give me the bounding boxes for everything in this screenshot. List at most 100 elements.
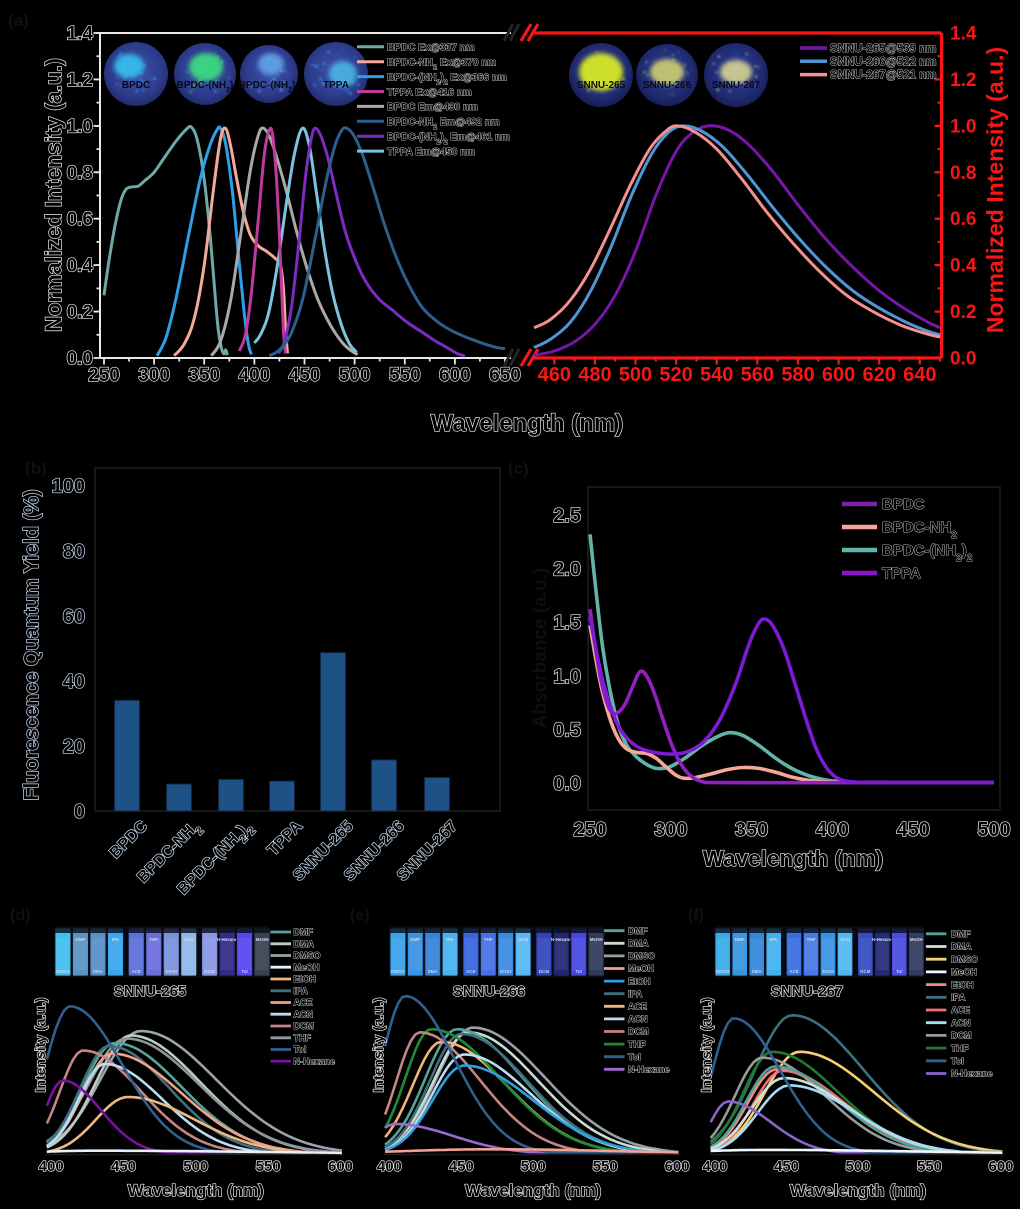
svg-text:0.8: 0.8 xyxy=(950,163,976,184)
svg-text:BPDC: BPDC xyxy=(122,80,150,91)
svg-text:Tol: Tol xyxy=(628,1052,641,1062)
svg-text:550: 550 xyxy=(389,365,421,386)
svg-text:SNNU-266: SNNU-266 xyxy=(643,80,692,91)
svg-text:BPDC Ex@337 nm: BPDC Ex@337 nm xyxy=(387,43,475,54)
svg-text:ACN: ACN xyxy=(628,1014,648,1024)
svg-text:Normalized Intensity (a.u.): Normalized Intensity (a.u.) xyxy=(41,58,66,332)
svg-text:450: 450 xyxy=(774,1158,799,1175)
svg-text:400: 400 xyxy=(816,819,849,841)
svg-text:450: 450 xyxy=(111,1158,136,1175)
svg-text:Tol: Tol xyxy=(241,969,247,974)
svg-text:IPA: IPA xyxy=(628,989,643,999)
svg-text:N-Hexane: N-Hexane xyxy=(294,1057,336,1067)
svg-text:TPPA: TPPA xyxy=(882,565,921,582)
svg-text:THF: THF xyxy=(628,1039,646,1049)
svg-text:BPDC-(NH2): BPDC-(NH2) xyxy=(177,80,234,94)
svg-text:ACE: ACE xyxy=(628,1002,647,1012)
svg-text:SNNU-267: SNNU-267 xyxy=(771,983,844,1000)
svg-text:300: 300 xyxy=(654,819,687,841)
svg-text:DMA: DMA xyxy=(628,939,649,949)
svg-text:Wavelength (nm): Wavelength (nm) xyxy=(128,1181,264,1200)
svg-text:DMF: DMF xyxy=(410,937,420,942)
svg-text:BPDC: BPDC xyxy=(882,496,925,513)
svg-text:BPDC-(NH2)2: BPDC-(NH2)2 xyxy=(882,542,973,564)
svg-text:ACE: ACE xyxy=(466,969,476,974)
svg-text:550: 550 xyxy=(917,1158,942,1175)
svg-text:SNNU-265@539 nm: SNNU-265@539 nm xyxy=(830,43,936,55)
svg-text:SNNU-267@521 nm: SNNU-267@521 nm xyxy=(830,70,936,82)
svg-text:ACN: ACN xyxy=(840,937,850,942)
svg-text:580: 580 xyxy=(781,364,814,386)
svg-text:500: 500 xyxy=(339,365,371,386)
svg-text:ACN: ACN xyxy=(951,1018,971,1028)
svg-text:550: 550 xyxy=(256,1158,281,1175)
svg-text:540: 540 xyxy=(700,364,733,386)
svg-text:BPDC-(NH2)2 Ex@366 nm: BPDC-(NH2)2 Ex@366 nm xyxy=(387,72,507,86)
svg-text:0.2: 0.2 xyxy=(67,302,93,323)
svg-text:EtOH: EtOH xyxy=(294,974,317,984)
svg-text:DCM: DCM xyxy=(204,969,214,974)
svg-text:MeOH: MeOH xyxy=(256,937,269,942)
svg-text:ACE: ACE xyxy=(132,969,142,974)
svg-text:0.0: 0.0 xyxy=(553,773,581,795)
svg-text:N-Hexane: N-Hexane xyxy=(628,1065,670,1075)
svg-text:EtOH: EtOH xyxy=(951,980,974,990)
svg-text:0.4: 0.4 xyxy=(67,256,94,277)
svg-text:0.0: 0.0 xyxy=(950,349,976,370)
svg-text:350: 350 xyxy=(735,819,768,841)
svg-text:1.2: 1.2 xyxy=(950,70,976,91)
svg-text:620: 620 xyxy=(863,364,896,386)
svg-text:1.4: 1.4 xyxy=(950,24,977,45)
svg-text:Intensity (a.u.): Intensity (a.u.) xyxy=(698,998,714,1093)
svg-text:Absorbance (a.u.): Absorbance (a.u.) xyxy=(530,568,551,728)
svg-text:Wavelength (nm): Wavelength (nm) xyxy=(465,1181,601,1200)
svg-text:450: 450 xyxy=(897,819,930,841)
svg-text:1.4: 1.4 xyxy=(67,24,94,45)
svg-text:MeOH: MeOH xyxy=(910,937,923,942)
svg-text:ACE: ACE xyxy=(951,1005,970,1015)
svg-text:DMSO: DMSO xyxy=(716,969,730,974)
svg-text:0.5: 0.5 xyxy=(553,719,581,741)
svg-text:2.5: 2.5 xyxy=(553,505,581,527)
svg-text:EtOH: EtOH xyxy=(822,969,833,974)
svg-text:THF: THF xyxy=(149,937,158,942)
svg-text:(d): (d) xyxy=(10,907,30,924)
svg-text:TPPA Ex@416 nm: TPPA Ex@416 nm xyxy=(387,87,472,98)
svg-text:600: 600 xyxy=(328,1158,353,1175)
svg-text:Tol: Tol xyxy=(896,969,902,974)
svg-text:500: 500 xyxy=(977,819,1010,841)
svg-text:300: 300 xyxy=(138,365,170,386)
svg-text:Tol: Tol xyxy=(951,1056,964,1066)
svg-text:DMSO: DMSO xyxy=(391,969,405,974)
svg-text:(a): (a) xyxy=(8,11,29,30)
svg-text:EtOH: EtOH xyxy=(500,969,511,974)
svg-text:SNNU-265: SNNU-265 xyxy=(577,80,626,91)
svg-text:20: 20 xyxy=(63,736,85,758)
svg-text:600: 600 xyxy=(822,364,855,386)
svg-text:480: 480 xyxy=(578,364,611,386)
svg-text:Intensity (a.u.): Intensity (a.u.) xyxy=(370,998,386,1093)
svg-text:Wavelength (nm): Wavelength (nm) xyxy=(790,1181,926,1200)
svg-text:ACN: ACN xyxy=(294,1010,314,1020)
svg-text:0.4: 0.4 xyxy=(950,256,977,277)
svg-text:600: 600 xyxy=(665,1158,690,1175)
svg-text:500: 500 xyxy=(183,1158,208,1175)
svg-text:600: 600 xyxy=(439,365,471,386)
svg-text:DCM: DCM xyxy=(951,1031,972,1041)
svg-text:400: 400 xyxy=(702,1158,727,1175)
svg-text:DMF: DMF xyxy=(951,929,971,939)
svg-text:DMA: DMA xyxy=(93,969,104,974)
svg-text:DMA: DMA xyxy=(294,939,315,949)
svg-text:560: 560 xyxy=(741,364,774,386)
svg-text:Wavelength (nm): Wavelength (nm) xyxy=(431,410,623,437)
svg-text:100: 100 xyxy=(52,476,85,498)
svg-text:DMSO: DMSO xyxy=(628,951,655,961)
svg-text:IPA: IPA xyxy=(112,937,120,942)
svg-text:Normalized Intensity (a.u.): Normalized Intensity (a.u.) xyxy=(982,47,1008,333)
svg-text:500: 500 xyxy=(619,364,652,386)
svg-text:0.8: 0.8 xyxy=(67,163,93,184)
svg-text:DCM: DCM xyxy=(860,969,870,974)
svg-text:DCM: DCM xyxy=(628,1027,649,1037)
svg-text:SNNU-266@522 nm: SNNU-266@522 nm xyxy=(830,56,936,68)
svg-text:N-Hexane: N-Hexane xyxy=(551,937,572,942)
